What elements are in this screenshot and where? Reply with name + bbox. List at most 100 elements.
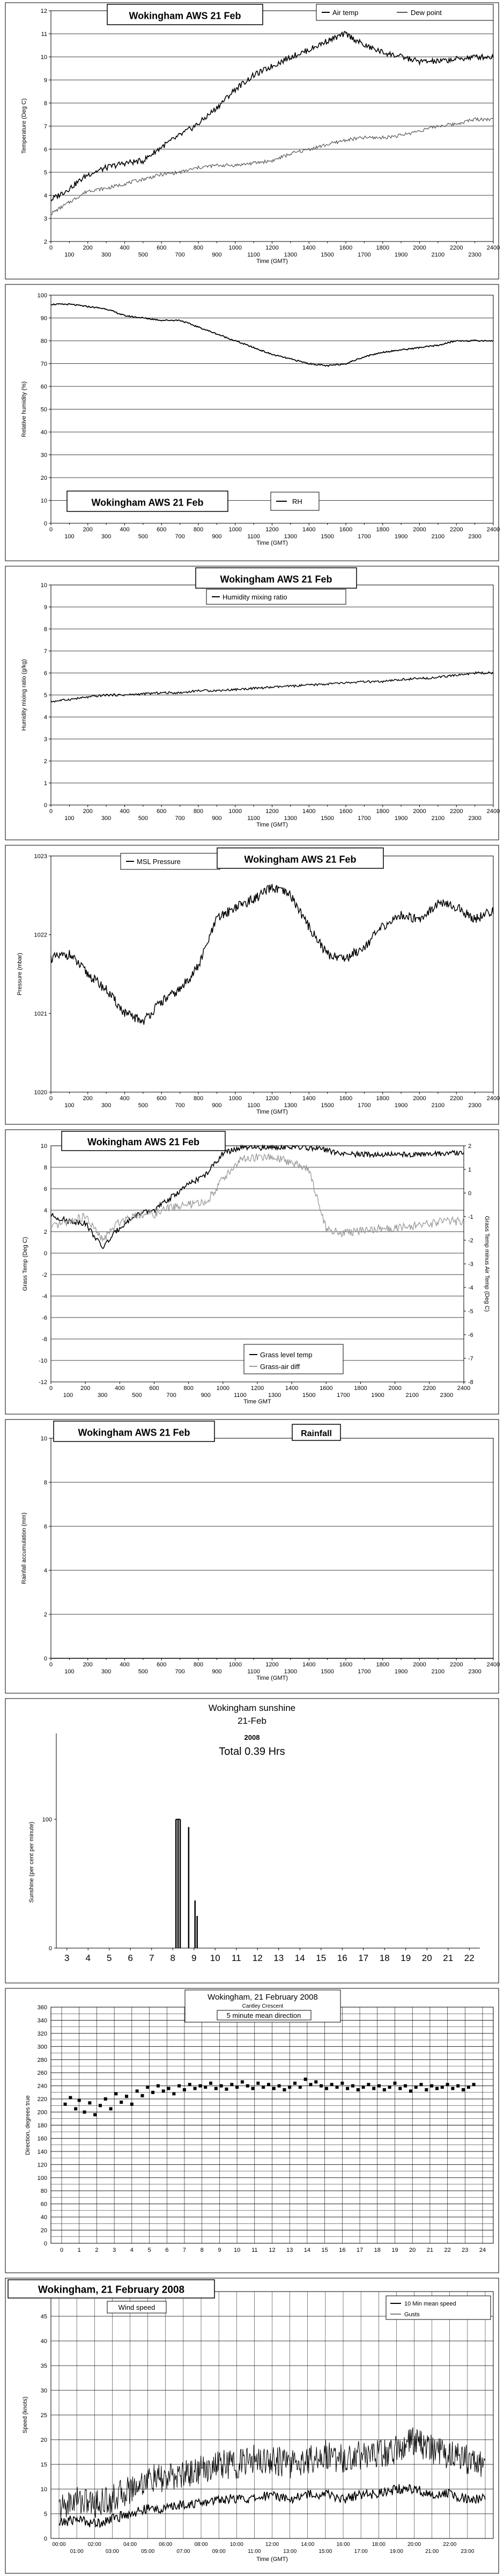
x-tick-label: 1900	[395, 1102, 407, 1109]
grass-temperature-chart: -12-10-8-6-4-20246810-8-7-6-5-4-3-2-1012…	[5, 1129, 499, 1415]
y-tick-label: -6	[42, 1315, 47, 1321]
x-tick-label: 800	[194, 808, 203, 815]
direction-point	[324, 2087, 328, 2090]
x-tick-label: 1700	[358, 1668, 370, 1675]
direction-point	[135, 2089, 139, 2093]
y-tick-label: 4	[44, 193, 47, 199]
x-tick-label: 2300	[440, 1392, 453, 1399]
x-tick-label: 1800	[376, 526, 389, 533]
y-tick-label: 60	[41, 384, 47, 390]
y-tick-label: 0	[44, 2241, 47, 2247]
y-tick-label: 2	[44, 1229, 47, 1235]
y-axis-label: Humidity mixing ratio (g/kg)	[21, 659, 27, 730]
y-tick-label: 6	[44, 1524, 47, 1530]
x-tick-label: 02:00	[88, 2542, 101, 2548]
x-tick-label: 1700	[358, 252, 370, 258]
series-line-pressure	[50, 884, 494, 1025]
y-tick-label: 320	[38, 2031, 47, 2037]
series-line-mixing-ratio	[50, 671, 494, 703]
direction-point	[120, 2101, 123, 2104]
y-tick-label: 180	[38, 2123, 47, 2129]
y-tick-label: 60	[41, 2201, 47, 2208]
x-tick-label: 100	[64, 1102, 74, 1109]
x-tick-label: 19:00	[390, 2549, 403, 2555]
y-axis-label: Speed (knots)	[22, 2397, 28, 2433]
x-tick-label: 2200	[450, 1662, 463, 1668]
x-tick-label: 400	[115, 1385, 124, 1392]
x-tick-label: 700	[175, 252, 184, 258]
x-tick-label: 9	[218, 2247, 221, 2253]
x-tick-label: 100	[64, 533, 74, 540]
direction-point	[393, 2081, 397, 2085]
x-tick-label: 0	[49, 526, 53, 533]
direction-point	[204, 2085, 207, 2089]
x-tick-label: 6	[165, 2247, 168, 2253]
x-tick-label: 2300	[468, 1102, 481, 1109]
y-tick-label: 40	[41, 2214, 47, 2221]
x-tick-label: 18:00	[372, 2542, 386, 2548]
direction-point	[414, 2085, 418, 2089]
x-tick-label: 2100	[432, 815, 444, 822]
series-line-dew-point	[50, 117, 494, 216]
x-tick-label: 1700	[358, 815, 370, 822]
chart-title-box	[107, 4, 263, 25]
direction-point	[430, 2084, 434, 2088]
x-tick-label: 1900	[395, 815, 407, 822]
y-tick-label: -8	[42, 1336, 47, 1343]
y-tick-label: 0	[44, 521, 47, 527]
y-tick-label: 6	[44, 1186, 47, 1192]
y2-tick-label: 2	[468, 1143, 471, 1150]
x-tick-label: 10:00	[230, 2542, 243, 2548]
x-tick-label: 1000	[229, 1095, 242, 1102]
direction-point	[114, 2092, 118, 2096]
x-tick-label: 1300	[284, 1668, 297, 1675]
y-tick-label: 4	[44, 1568, 47, 1574]
x-tick-label: 9	[191, 1953, 196, 1963]
x-tick-label: 21	[427, 2247, 433, 2253]
legend-label: Air temp	[332, 9, 358, 17]
legend-label: Grass level temp	[260, 1351, 313, 1359]
direction-point	[361, 2085, 365, 2089]
x-tick-label: 1700	[337, 1392, 350, 1399]
x-tick-label: 07:00	[176, 2549, 190, 2555]
y-tick-label: 30	[41, 452, 47, 459]
legend-label: Gusts	[404, 2311, 420, 2318]
y-tick-label: 6	[44, 670, 47, 677]
x-tick-label: 1500	[321, 1102, 333, 1109]
x-tick-label: 2000	[413, 245, 426, 251]
y-tick-label: 0	[49, 1945, 52, 1952]
x-tick-label: 1400	[302, 526, 315, 533]
direction-point	[246, 2084, 249, 2088]
y-tick-label: 2	[44, 239, 47, 245]
y-tick-label: 100	[42, 1817, 52, 1823]
x-tick-label: 21:00	[425, 2549, 439, 2555]
x-tick-label: 400	[120, 1095, 129, 1102]
y2-tick-label: -4	[468, 1285, 473, 1291]
direction-point	[225, 2087, 228, 2091]
y-tick-label: 10	[41, 54, 47, 61]
x-tick-label: 2400	[487, 245, 500, 251]
x-tick-label: 400	[120, 526, 129, 533]
direction-point	[161, 2089, 165, 2093]
x-axis-label: Time GMT	[243, 1399, 271, 1405]
x-tick-label: 2200	[450, 1095, 463, 1102]
y2-tick-label: -6	[468, 1332, 473, 1338]
chart-title-box	[195, 567, 357, 589]
legend-label: Rainfall	[301, 1429, 332, 1438]
y-tick-label: 300	[38, 2044, 47, 2050]
sunshine-total: Total 0.39 Hrs	[219, 1746, 285, 1758]
x-tick-label: 600	[157, 1662, 166, 1668]
y-tick-label: 11	[41, 31, 47, 38]
x-tick-label: 05:00	[141, 2549, 154, 2555]
direction-point	[98, 2104, 102, 2107]
x-tick-label: 1600	[320, 1385, 332, 1392]
chart-title-box	[61, 1131, 226, 1151]
x-tick-label: 1200	[265, 1095, 278, 1102]
direction-point	[88, 2101, 92, 2105]
x-tick-label: 1100	[247, 252, 260, 258]
y2-tick-label: -8	[468, 1379, 473, 1386]
x-tick-label: 13	[273, 1953, 284, 1963]
x-tick-label: 5	[107, 1953, 112, 1963]
y-tick-label: 35	[41, 2363, 47, 2369]
x-tick-label: 2300	[468, 533, 481, 540]
